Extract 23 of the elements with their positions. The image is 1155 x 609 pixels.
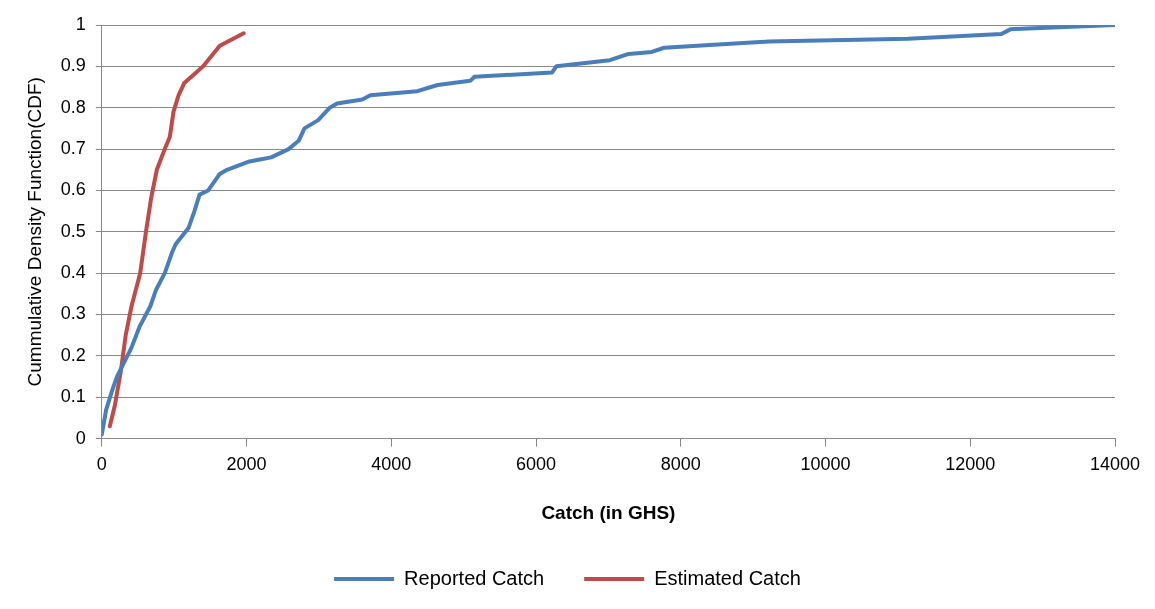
y-tick-label: 0.7 [60, 138, 86, 159]
x-tick-label: 0 [96, 454, 107, 475]
y-tick-label: 0.3 [60, 303, 86, 324]
x-tick-label: 14000 [1089, 454, 1141, 475]
y-tick-label: 1 [75, 13, 86, 34]
y-tick-label: 0.5 [60, 220, 86, 241]
y-tick-label: 0.4 [60, 262, 86, 283]
x-tick-label: 2000 [226, 454, 267, 475]
x-tick-label: 6000 [516, 454, 557, 475]
x-axis-title: Catch (in GHS) [541, 501, 676, 523]
y-tick-label: 0.9 [60, 55, 86, 76]
x-tick-label: 10000 [800, 454, 851, 475]
legend-label: Estimated Catch [654, 566, 801, 589]
y-tick-label: 0 [75, 427, 86, 448]
x-tick-label: 8000 [660, 454, 701, 475]
x-tick-label: 4000 [371, 454, 412, 475]
y-tick-label: 0.2 [60, 344, 86, 365]
y-axis-title: Cummulative Density Function(CDF) [23, 77, 45, 387]
y-tick-label: 0.1 [60, 386, 86, 407]
y-tick-label: 0.8 [60, 96, 86, 117]
x-tick-label: 12000 [945, 454, 996, 475]
y-tick-label: 0.6 [60, 179, 86, 200]
legend-label: Reported Catch [404, 566, 545, 589]
